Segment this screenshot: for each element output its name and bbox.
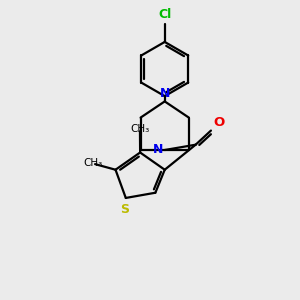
Text: CH₃: CH₃: [130, 124, 150, 134]
Text: S: S: [120, 203, 129, 216]
Text: N: N: [160, 87, 170, 100]
Text: N: N: [153, 143, 163, 157]
Text: Cl: Cl: [158, 8, 171, 21]
Text: CH₃: CH₃: [83, 158, 102, 169]
Text: O: O: [213, 116, 225, 129]
